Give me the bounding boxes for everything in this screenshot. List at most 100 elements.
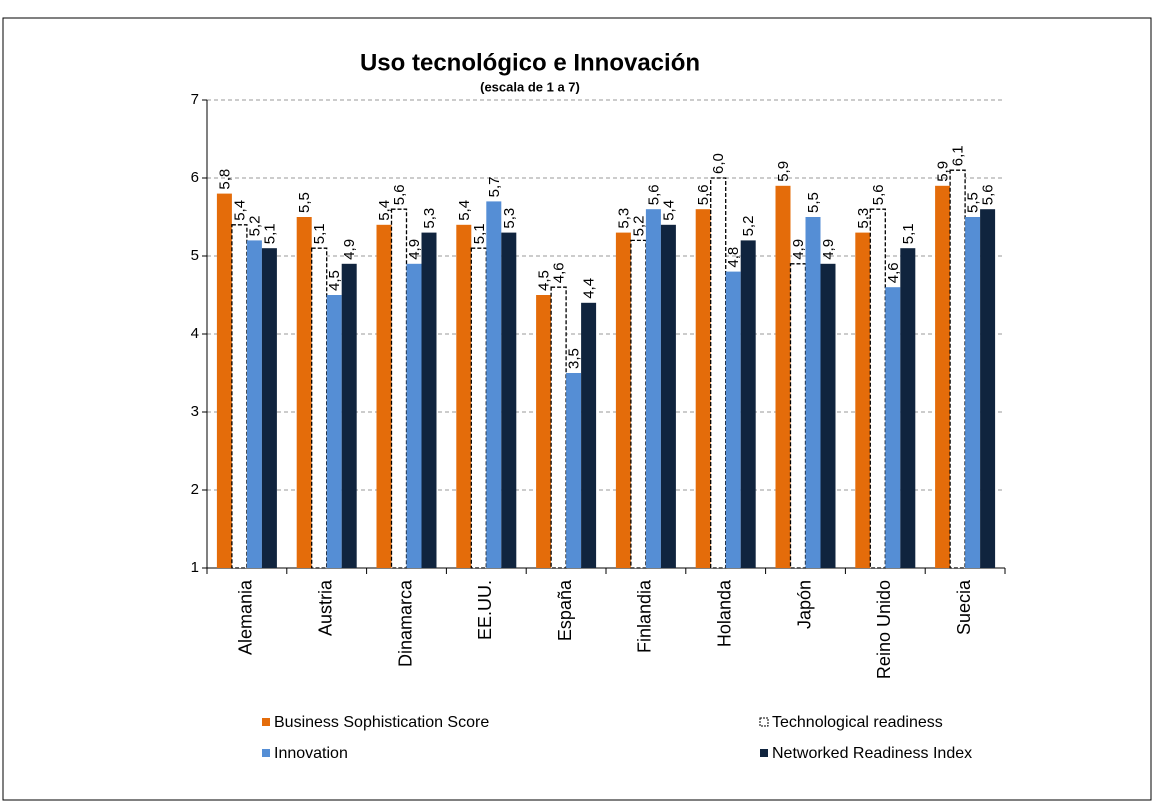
x-tick-label: Austria (315, 579, 335, 636)
value-label: 5,7 (486, 177, 503, 198)
bar (900, 248, 916, 568)
y-tick-label: 5 (191, 247, 199, 264)
bar (246, 240, 262, 568)
bar (660, 224, 676, 569)
value-label: 5,6 (870, 184, 887, 205)
bar (231, 224, 248, 569)
bar (885, 287, 901, 568)
y-tick-label: 1 (191, 559, 199, 576)
value-label: 4,6 (551, 262, 568, 283)
x-tick-label: EE.UU. (475, 580, 495, 640)
bar (421, 232, 437, 568)
bar (630, 239, 647, 569)
bar (296, 217, 312, 568)
value-label: 4,5 (536, 270, 553, 291)
value-label: 4,5 (326, 270, 343, 291)
y-tick-label: 7 (191, 91, 199, 108)
value-label: 3,5 (566, 348, 583, 369)
value-label: 5,4 (231, 200, 248, 221)
y-tick-label: 3 (191, 403, 199, 420)
value-label: 4,9 (341, 239, 358, 260)
legend-label: Business Sophistication Score (274, 714, 489, 731)
value-label: 4,8 (725, 247, 742, 268)
x-tick-label: Finlandia (635, 579, 655, 653)
value-label: 4,9 (406, 239, 423, 260)
x-tick-label: Alemania (236, 579, 256, 655)
y-tick-label: 6 (191, 169, 199, 186)
bar (869, 208, 886, 569)
value-label: 4,4 (581, 278, 598, 299)
legend-label: Networked Readiness Index (772, 745, 972, 762)
bar (311, 247, 328, 569)
chart-title: Uso tecnológico e Innovación (360, 49, 700, 76)
legend-swatch (262, 749, 270, 757)
bar (326, 295, 342, 568)
value-label: 5,3 (615, 208, 632, 229)
bar (566, 373, 582, 568)
value-label: 5,4 (456, 200, 473, 221)
value-label: 5,1 (471, 223, 488, 244)
value-label: 5,6 (695, 184, 712, 205)
legend-swatch (759, 717, 769, 727)
bar (470, 247, 487, 569)
value-label: 5,8 (216, 169, 233, 190)
bar (261, 248, 277, 568)
bar (550, 286, 567, 569)
bar (935, 185, 951, 569)
bar (710, 177, 727, 569)
value-label: 5,5 (296, 192, 313, 213)
legend-label: Innovation (274, 745, 348, 762)
value-label: 5,6 (980, 184, 997, 205)
value-label: 5,2 (740, 216, 757, 237)
bar (216, 193, 232, 568)
value-label: 5,9 (775, 161, 792, 182)
value-label: 5,1 (261, 223, 278, 244)
x-tick-label: España (555, 579, 575, 641)
bar (980, 209, 996, 568)
legend-label: Technological readiness (772, 714, 943, 731)
value-label: 5,1 (900, 223, 917, 244)
bar (775, 185, 791, 569)
x-tick-label: Japón (794, 580, 814, 629)
value-label: 4,9 (820, 239, 837, 260)
value-label: 6,1 (950, 145, 967, 166)
value-label: 6,0 (710, 153, 727, 174)
x-tick-label: Suecia (954, 579, 974, 635)
bar (740, 240, 756, 568)
bar (456, 224, 472, 569)
bar (406, 263, 422, 568)
value-label: 5,1 (311, 223, 328, 244)
value-label: 5,3 (501, 208, 518, 229)
value-label: 5,4 (376, 200, 393, 221)
bar (789, 263, 807, 569)
bar (390, 208, 408, 569)
legend-swatch (760, 749, 768, 757)
chart-subtitle: (escala de 1 a 7) (480, 79, 580, 94)
y-tick-label: 4 (191, 325, 199, 342)
value-label: 5,4 (660, 200, 677, 221)
value-label: 5,2 (630, 216, 647, 237)
value-label: 5,3 (855, 208, 872, 229)
value-label: 5,5 (805, 192, 822, 213)
x-tick-label: Holanda (714, 579, 734, 647)
bar (486, 201, 502, 568)
bar (949, 169, 966, 569)
bar (581, 302, 597, 568)
bar (805, 217, 821, 568)
bar (965, 217, 981, 568)
x-tick-label: Dinamarca (395, 579, 415, 667)
x-tick-label: Reino Unido (874, 580, 894, 679)
legend-swatch (262, 718, 270, 726)
bar (501, 232, 517, 568)
bar (376, 224, 392, 569)
bar (615, 232, 631, 568)
value-label: 5,5 (965, 192, 982, 213)
value-label: 5,9 (935, 161, 952, 182)
bar (695, 209, 711, 568)
value-label: 5,2 (246, 216, 263, 237)
value-label: 5,6 (645, 184, 662, 205)
value-label: 5,3 (421, 208, 438, 229)
bar (820, 263, 836, 568)
bar (855, 232, 871, 568)
